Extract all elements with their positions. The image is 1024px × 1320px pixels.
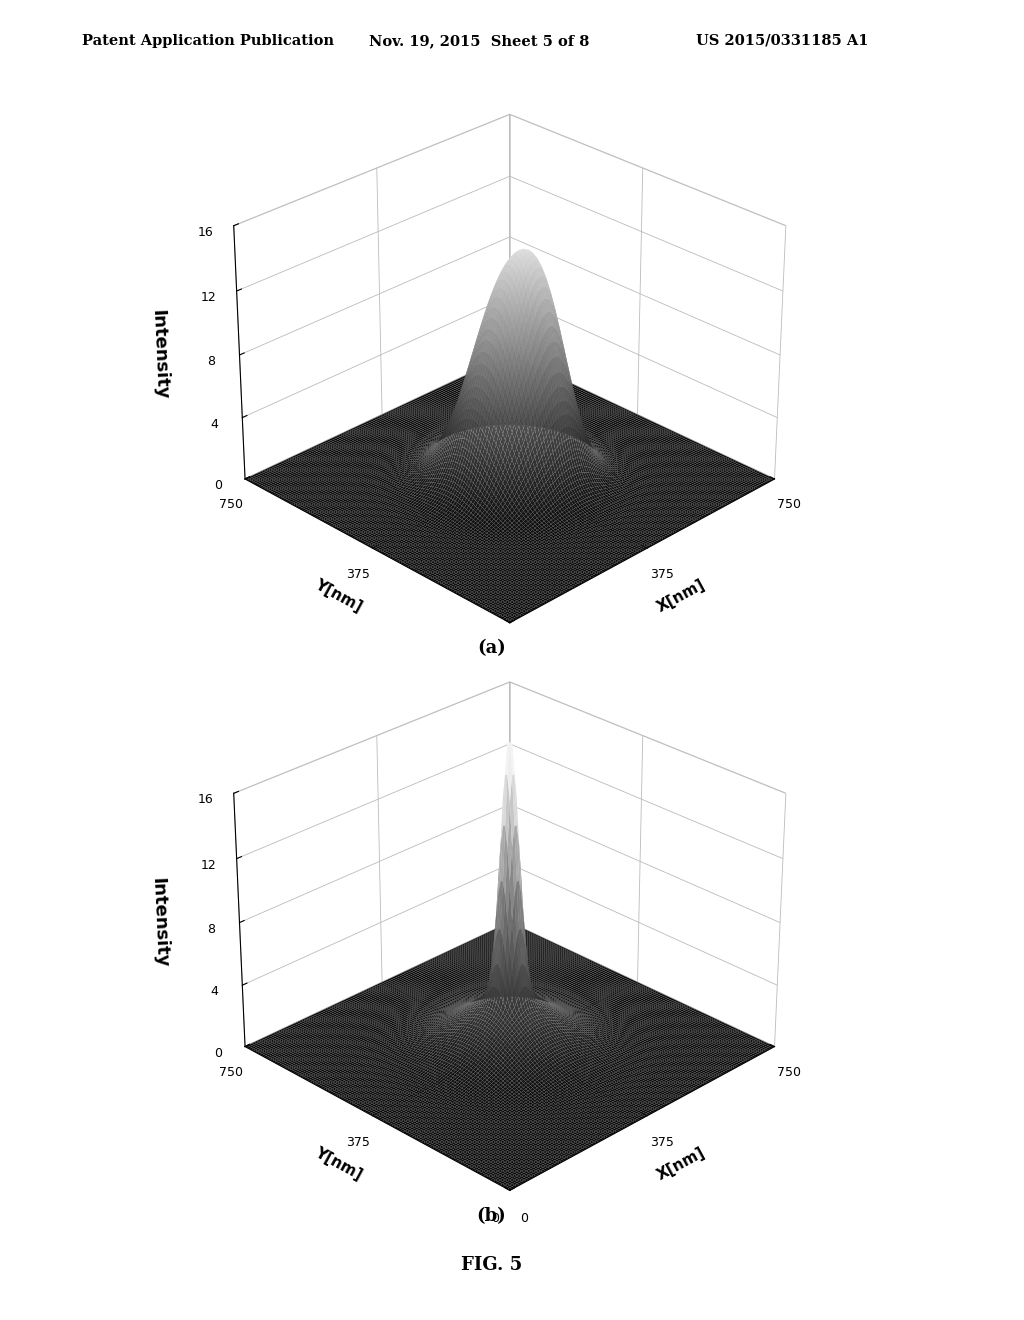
Text: Patent Application Publication: Patent Application Publication <box>82 34 334 48</box>
Y-axis label: Y[nm]: Y[nm] <box>312 577 365 615</box>
Text: Nov. 19, 2015  Sheet 5 of 8: Nov. 19, 2015 Sheet 5 of 8 <box>369 34 589 48</box>
Text: (b): (b) <box>476 1206 507 1225</box>
Y-axis label: Y[nm]: Y[nm] <box>312 1144 365 1183</box>
X-axis label: X[nm]: X[nm] <box>654 577 708 615</box>
Text: FIG. 5: FIG. 5 <box>461 1255 522 1274</box>
X-axis label: X[nm]: X[nm] <box>654 1144 708 1183</box>
Text: US 2015/0331185 A1: US 2015/0331185 A1 <box>696 34 868 48</box>
Text: (a): (a) <box>477 639 506 657</box>
